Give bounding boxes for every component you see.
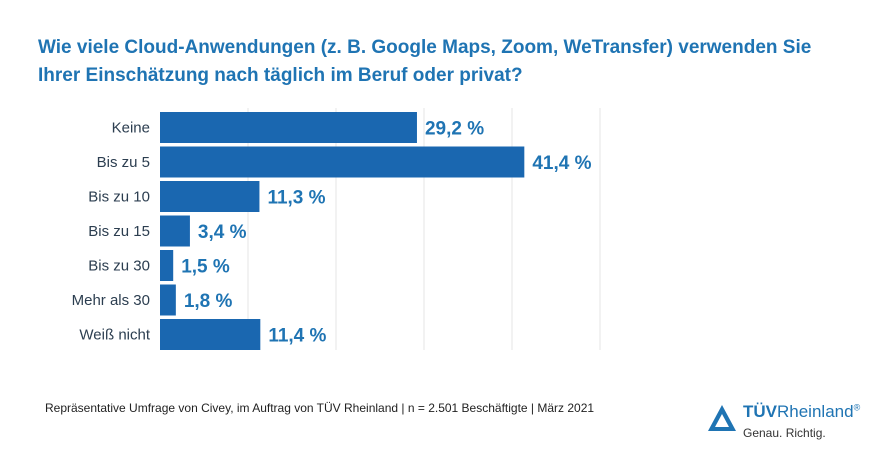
- bar: [160, 319, 261, 350]
- brand-bold: TÜV: [743, 402, 777, 421]
- value-label: 29,2 %: [425, 119, 484, 140]
- source-footnote: Repräsentative Umfrage von Civey, im Auf…: [45, 401, 595, 415]
- bar: [160, 250, 174, 281]
- registered-mark: ®: [853, 402, 861, 413]
- value-label: 3,4 %: [198, 222, 247, 243]
- bar: [160, 112, 417, 143]
- brand-tagline: Genau. Richtig.: [743, 426, 826, 440]
- value-label: 1,5 %: [181, 257, 230, 278]
- value-label: 41,4 %: [532, 153, 591, 174]
- chart-title: Wie viele Cloud-Anwendungen (z. B. Googl…: [38, 37, 812, 86]
- category-label: Keine: [112, 120, 150, 137]
- category-label: Bis zu 30: [88, 258, 150, 275]
- bars: [160, 112, 525, 350]
- tuv-rheinland-logo: TÜVRheinland® Genau. Richtig.: [707, 402, 867, 448]
- bar: [160, 284, 176, 316]
- value-labels: 29,2 % 41,4 % 11,3 % 3,4 % 1,5 % 1,8 % 11,4 %: [181, 119, 591, 347]
- bar: [160, 215, 190, 247]
- gridlines: [247, 108, 601, 350]
- bar: [160, 146, 525, 178]
- category-label: Weiß nicht: [79, 327, 150, 344]
- brand-name: TÜVRheinland®: [743, 402, 860, 422]
- category-label: Bis zu 15: [88, 223, 150, 240]
- value-label: 11,4 %: [268, 326, 326, 347]
- category-label: Mehr als 30: [72, 292, 150, 309]
- triangle-logo-icon: [708, 405, 736, 431]
- brand-regular: Rheinland: [777, 402, 854, 421]
- category-label: Bis zu 10: [88, 189, 150, 206]
- value-label: 1,8 %: [184, 291, 233, 312]
- category-label: Bis zu 5: [97, 154, 150, 171]
- category-labels: Keine Bis zu 5 Bis zu 10 Bis zu 15 Bis zu 30…: [72, 120, 151, 344]
- value-label: 11,3 %: [267, 188, 325, 209]
- bar: [160, 181, 260, 212]
